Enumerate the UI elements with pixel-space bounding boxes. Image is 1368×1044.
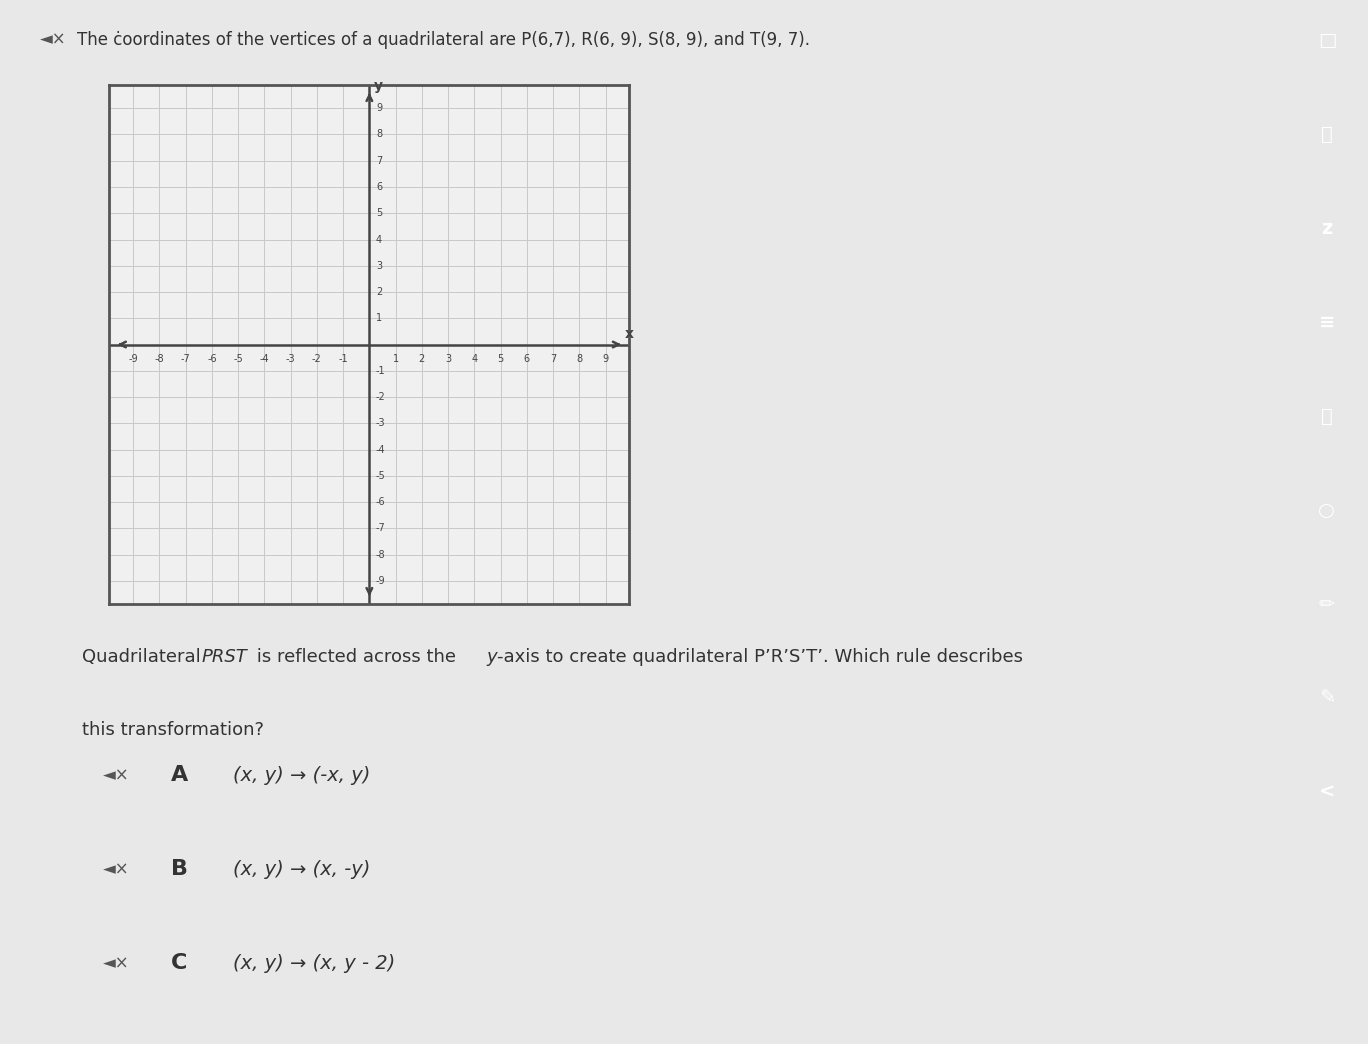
- Text: -1: -1: [376, 365, 386, 376]
- Text: ⓘ: ⓘ: [1321, 125, 1332, 144]
- Text: -9: -9: [376, 576, 386, 586]
- Text: -4: -4: [376, 445, 386, 454]
- Text: 8: 8: [376, 129, 382, 140]
- Text: 9: 9: [602, 354, 609, 363]
- Text: -1: -1: [338, 354, 347, 363]
- Text: ◄×: ◄×: [103, 766, 129, 784]
- Text: (x, y) → (x, -y): (x, y) → (x, -y): [233, 859, 369, 879]
- Text: PRST: PRST: [202, 648, 248, 666]
- Text: -2: -2: [376, 393, 386, 402]
- Text: z: z: [1321, 219, 1332, 238]
- Text: ✎: ✎: [1319, 689, 1335, 708]
- Text: -6: -6: [207, 354, 216, 363]
- Text: 7: 7: [376, 156, 382, 166]
- Text: 3: 3: [376, 261, 382, 270]
- Text: 2: 2: [376, 287, 382, 296]
- Text: -6: -6: [376, 497, 386, 507]
- Text: ≡: ≡: [1319, 313, 1335, 332]
- Text: 6: 6: [376, 182, 382, 192]
- Text: -2: -2: [312, 354, 321, 363]
- Text: (x, y) → (x, y - 2): (x, y) → (x, y - 2): [233, 953, 395, 973]
- Text: -7: -7: [376, 523, 386, 533]
- Text: ⬜: ⬜: [1321, 407, 1332, 426]
- Text: Quadrilateral: Quadrilateral: [82, 648, 207, 666]
- Text: -8: -8: [155, 354, 164, 363]
- Text: (x, y) → (-x, y): (x, y) → (-x, y): [233, 765, 369, 785]
- Text: 5: 5: [498, 354, 503, 363]
- Text: -8: -8: [376, 549, 386, 560]
- Text: 6: 6: [524, 354, 529, 363]
- Text: B: B: [171, 859, 187, 879]
- Text: -5: -5: [233, 354, 244, 363]
- Text: -9: -9: [129, 354, 138, 363]
- Text: -axis to create quadrilateral P’R’S’T’. Which rule describes: -axis to create quadrilateral P’R’S’T’. …: [497, 648, 1023, 666]
- Text: y: y: [373, 79, 383, 93]
- Text: 1: 1: [376, 313, 382, 324]
- Text: x: x: [625, 327, 633, 341]
- Text: 8: 8: [576, 354, 583, 363]
- Text: ✏: ✏: [1319, 595, 1335, 614]
- Text: -3: -3: [286, 354, 295, 363]
- Text: -4: -4: [260, 354, 269, 363]
- Text: <: <: [1319, 783, 1335, 802]
- Text: 5: 5: [376, 208, 382, 218]
- Text: C: C: [171, 953, 187, 973]
- Text: 3: 3: [445, 354, 451, 363]
- Text: The ċoordinates of the vertices of a quadrilateral are P(6,7), R(6, 9), S(8, 9): The ċoordinates of the vertices of a qu…: [77, 30, 810, 49]
- Text: ○: ○: [1319, 501, 1335, 520]
- Text: □: □: [1317, 31, 1337, 50]
- Text: A: A: [171, 765, 189, 785]
- Text: ◄×: ◄×: [103, 860, 129, 878]
- Text: ◄×: ◄×: [103, 954, 129, 972]
- Text: 2: 2: [419, 354, 425, 363]
- Text: 1: 1: [393, 354, 398, 363]
- Text: -7: -7: [181, 354, 190, 363]
- Text: y: y: [487, 648, 498, 666]
- Text: 7: 7: [550, 354, 557, 363]
- Text: is reflected across the: is reflected across the: [250, 648, 461, 666]
- Text: ◄×: ◄×: [40, 30, 67, 49]
- Text: this transformation?: this transformation?: [82, 721, 264, 739]
- Text: 9: 9: [376, 103, 382, 113]
- Text: -5: -5: [376, 471, 386, 481]
- Text: 4: 4: [472, 354, 477, 363]
- Text: 4: 4: [376, 235, 382, 244]
- Text: -3: -3: [376, 419, 386, 428]
